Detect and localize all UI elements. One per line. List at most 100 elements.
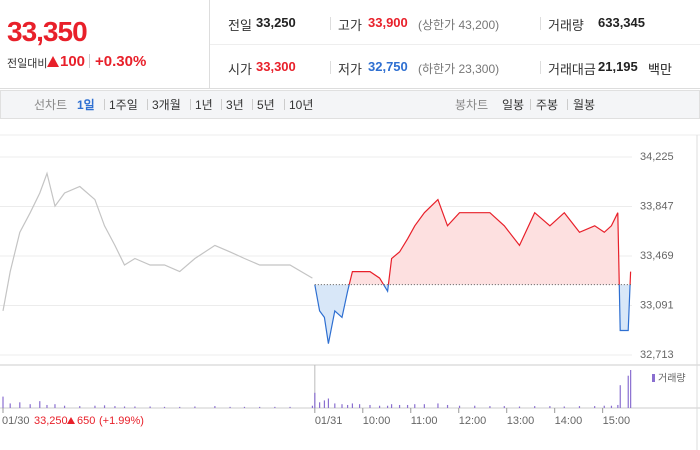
stat-label: 저가 xyxy=(338,62,362,77)
tab[interactable]: 주봉 xyxy=(536,98,559,112)
volume-bar xyxy=(103,405,106,408)
volume-bar xyxy=(414,404,416,408)
volume-bar xyxy=(474,405,476,408)
stat-note: (상한가 43,200) xyxy=(418,18,500,32)
volume-bar xyxy=(351,403,353,408)
volume-bar xyxy=(311,405,314,408)
volume-bar xyxy=(79,406,81,408)
separator xyxy=(252,99,253,110)
stat-label: 시가 xyxy=(228,62,252,77)
volume-bar xyxy=(319,402,321,408)
volume-bar xyxy=(243,406,246,408)
volume-bar xyxy=(630,370,632,408)
volume-bar xyxy=(289,406,291,408)
volume-bar xyxy=(214,406,216,408)
volume-bar xyxy=(163,406,166,408)
up-icon xyxy=(67,417,75,424)
volume-bar xyxy=(446,404,449,408)
y-tick-label: 34,225 xyxy=(640,151,674,163)
stat-value: 633,345 xyxy=(598,15,645,30)
area-down xyxy=(314,284,631,344)
stat-unit: 백만 xyxy=(648,62,672,77)
volume-bar xyxy=(610,405,613,408)
area-up xyxy=(349,199,631,285)
volume-bar xyxy=(619,385,621,408)
volume-bar xyxy=(437,403,439,408)
volume-bar xyxy=(94,405,96,408)
change: 100 xyxy=(60,53,86,70)
volume-bar xyxy=(578,406,581,408)
volume-bar xyxy=(603,405,605,408)
y-tick-label: 33,469 xyxy=(640,250,674,262)
volume-bar xyxy=(323,400,326,408)
divider xyxy=(89,54,90,68)
tab[interactable]: 3개월 xyxy=(152,98,181,112)
tab[interactable]: 3년 xyxy=(226,98,244,112)
separator xyxy=(540,17,541,30)
x-tick-label: 01/30 xyxy=(2,415,30,427)
divider xyxy=(210,44,700,45)
separator xyxy=(540,61,541,74)
volume-bar xyxy=(406,404,409,408)
stat-value: 21,195 xyxy=(598,59,638,74)
legend-label: 거래량 xyxy=(658,373,686,385)
volume-bar xyxy=(149,406,151,408)
volume-bar xyxy=(518,406,521,408)
legend-swatch xyxy=(652,374,655,382)
tab[interactable]: 1일 xyxy=(77,98,95,112)
stat-note: (하한가 23,300) xyxy=(418,62,500,76)
volume-bar xyxy=(358,404,361,408)
volume-bar xyxy=(617,404,619,408)
stat-value: 33,900 xyxy=(368,15,408,30)
volume-bar xyxy=(134,406,136,408)
stat-value: 33,250 xyxy=(256,15,296,30)
volume-bar xyxy=(114,406,116,408)
separator xyxy=(147,99,148,110)
volume-bar xyxy=(563,406,565,408)
volume-bar xyxy=(314,392,316,408)
volume-bar xyxy=(274,406,276,408)
volume-bar xyxy=(39,401,41,408)
stat-label: 고가 xyxy=(338,18,362,33)
tab[interactable]: 월봉 xyxy=(573,98,596,112)
x-tick-label: 11:00 xyxy=(411,415,438,427)
volume-bar xyxy=(179,406,181,408)
x-tick-label: 13:00 xyxy=(507,415,535,427)
x-tick-label: 14:00 xyxy=(555,415,583,427)
volume-bar xyxy=(390,404,393,408)
volume-bar xyxy=(458,405,461,408)
volume-bar xyxy=(194,406,196,408)
separator xyxy=(104,99,105,110)
prev-change: 650 xyxy=(77,415,95,427)
x-tick-label: 10:00 xyxy=(363,415,391,427)
volume-bar xyxy=(259,406,261,408)
tab[interactable]: 5년 xyxy=(257,98,275,112)
stat-label: 전일 xyxy=(228,18,252,33)
x-tick-label: 12:00 xyxy=(459,415,487,427)
prev-close: 33,250 xyxy=(34,415,68,427)
volume-bar xyxy=(534,406,536,408)
price: 33,350 xyxy=(7,16,88,47)
volume-bar xyxy=(347,404,349,408)
tab-bar xyxy=(0,90,700,119)
volume-bar xyxy=(2,396,4,408)
tab[interactable]: 1주일 xyxy=(109,98,138,112)
separator xyxy=(284,99,285,110)
volume-bar xyxy=(54,404,56,408)
summary xyxy=(0,0,700,89)
tab[interactable]: 일봉 xyxy=(502,98,525,112)
volume-bar xyxy=(229,406,231,408)
x-tick-label: 01/31 xyxy=(315,415,343,427)
separator xyxy=(330,17,331,30)
separator xyxy=(190,99,191,110)
change-pct: +0.30% xyxy=(95,53,147,70)
volume-bar xyxy=(327,398,330,408)
tab[interactable]: 10년 xyxy=(289,98,314,112)
separator xyxy=(221,99,222,110)
volume-bar xyxy=(489,406,491,408)
up-icon xyxy=(47,56,59,67)
volume-bar xyxy=(63,405,66,408)
tab[interactable]: 1년 xyxy=(195,98,213,112)
